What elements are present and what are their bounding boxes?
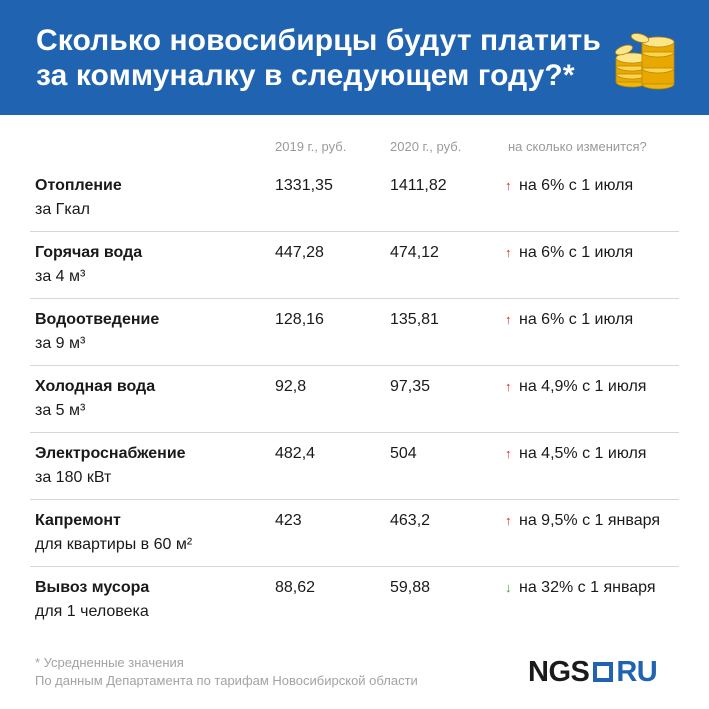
- arrow-up-icon: ↑: [505, 446, 512, 461]
- service-unit: за Гкал: [35, 201, 90, 218]
- price-2019: 1331,35: [275, 177, 333, 194]
- price-2019: 128,16: [275, 311, 324, 328]
- service-name: Капремонт: [35, 512, 121, 529]
- logo-text-ru: RU: [616, 655, 658, 688]
- column-header-2019: 2019 г., руб.: [275, 139, 347, 154]
- title-line-2: за коммуналку в следующем году?*: [36, 59, 575, 92]
- price-2019: 423: [275, 512, 302, 529]
- coins-stack-icon: [615, 33, 675, 90]
- arrow-up-icon: ↑: [505, 513, 512, 528]
- price-2019: 88,62: [275, 579, 316, 596]
- price-2020: 474,12: [390, 244, 439, 261]
- arrow-down-icon: ↓: [505, 580, 512, 595]
- price-2020: 97,35: [390, 378, 431, 395]
- service-unit: за 4 м³: [35, 268, 86, 285]
- table-row: Водоотведение за 9 м³ 128,16 135,81 ↑ на …: [0, 299, 709, 366]
- change-text: на 32% с 1 января: [519, 579, 656, 596]
- table-row: Горячая вода за 4 м³ 447,28 474,12 ↑ на 6…: [0, 232, 709, 299]
- row-divider: [30, 432, 679, 433]
- table-row: Холодная вода за 5 м³ 92,8 97,35 ↑ на 4,9…: [0, 366, 709, 433]
- service-name: Водоотведение: [35, 311, 160, 328]
- row-divider: [30, 499, 679, 500]
- change-text: на 9,5% с 1 января: [519, 512, 660, 529]
- price-2020: 463,2: [390, 512, 431, 529]
- arrow-up-icon: ↑: [505, 178, 512, 193]
- service-name: Горячая вода: [35, 244, 143, 261]
- service-unit: за 180 кВт: [35, 469, 112, 486]
- change-cell: ↑ на 6% с 1 июля: [505, 177, 633, 195]
- price-2020: 59,88: [390, 579, 431, 596]
- table-row: Вывоз мусора для 1 человека 88,62 59,88 …: [0, 567, 709, 634]
- logo-square-icon: [593, 662, 614, 682]
- change-text: на 6% с 1 июля: [519, 244, 634, 261]
- price-2019: 447,28: [275, 244, 324, 261]
- logo-text-ngs: NGS: [528, 655, 590, 688]
- page-title: Сколько новосибирцы будут платить за ком…: [36, 23, 616, 93]
- service-unit: за 9 м³: [35, 335, 86, 352]
- change-text: на 4,9% с 1 июля: [519, 378, 647, 395]
- row-divider: [30, 566, 679, 567]
- table-row: Отопление за Гкал 1331,35 1411,82 ↑ на 6%…: [0, 165, 709, 232]
- price-2020: 135,81: [390, 311, 439, 328]
- service-unit: для 1 человека: [35, 603, 149, 620]
- source-note: По данным Департамента по тарифам Новоси…: [35, 673, 418, 688]
- row-divider: [30, 365, 679, 366]
- column-header-2020: 2020 г., руб.: [390, 139, 462, 154]
- title-line-1: Сколько новосибирцы будут платить: [36, 24, 601, 57]
- change-text: на 6% с 1 июля: [519, 311, 634, 328]
- change-cell: ↑ на 6% с 1 июля: [505, 244, 633, 262]
- arrow-up-icon: ↑: [505, 379, 512, 394]
- change-text: на 6% с 1 июля: [519, 177, 634, 194]
- service-name: Вывоз мусора: [35, 579, 150, 596]
- footnote: * Усредненные значения: [35, 655, 184, 670]
- price-2020: 504: [390, 445, 417, 462]
- change-text: на 4,5% с 1 июля: [519, 445, 647, 462]
- price-2020: 1411,82: [390, 177, 447, 194]
- change-cell: ↓ на 32% с 1 января: [505, 579, 656, 597]
- column-header-change: на сколько изменится?: [508, 139, 647, 154]
- change-cell: ↑ на 9,5% с 1 января: [505, 512, 660, 530]
- table-row: Капремонт для квартиры в 60 м² 423 463,2…: [0, 500, 709, 567]
- row-divider: [30, 231, 679, 232]
- service-unit: для квартиры в 60 м²: [35, 536, 193, 553]
- ngs-logo: NGS RU: [528, 655, 658, 688]
- service-name: Отопление: [35, 177, 122, 194]
- change-cell: ↑ на 6% с 1 июля: [505, 311, 633, 329]
- arrow-up-icon: ↑: [505, 245, 512, 260]
- service-name: Холодная вода: [35, 378, 156, 395]
- service-unit: за 5 м³: [35, 402, 86, 419]
- header-banner: Сколько новосибирцы будут платить за ком…: [0, 0, 709, 115]
- change-cell: ↑ на 4,5% с 1 июля: [505, 445, 646, 463]
- price-2019: 482,4: [275, 445, 316, 462]
- table-row: Электроснабжение за 180 кВт 482,4 504 ↑ н…: [0, 433, 709, 500]
- service-name: Электроснабжение: [35, 445, 186, 462]
- price-2019: 92,8: [275, 378, 307, 395]
- arrow-up-icon: ↑: [505, 312, 512, 327]
- change-cell: ↑ на 4,9% с 1 июля: [505, 378, 646, 396]
- row-divider: [30, 298, 679, 299]
